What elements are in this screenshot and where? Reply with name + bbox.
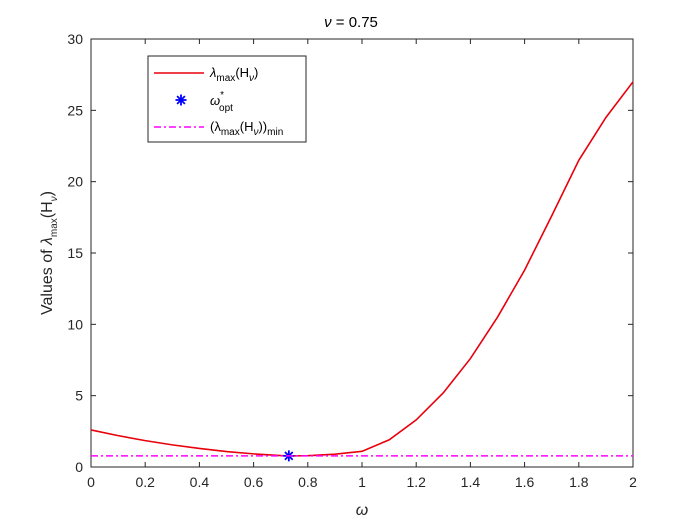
x-tick-label: 1 bbox=[358, 474, 366, 490]
x-tick-label: 1.4 bbox=[461, 474, 481, 490]
series-line-curve bbox=[90, 81, 634, 457]
x-tick-label: 1.2 bbox=[406, 474, 426, 490]
x-axis-label: ω bbox=[356, 502, 368, 519]
legend-entry-marker: ω* opt bbox=[210, 90, 233, 114]
x-tick-label: 0 bbox=[87, 474, 95, 490]
y-tick-label: 10 bbox=[67, 316, 83, 332]
legend-marker-star-stroke bbox=[176, 95, 186, 105]
legend-swatch-marker bbox=[175, 94, 187, 106]
y-label-mid: (H bbox=[39, 201, 56, 218]
legend: λmax(Hν) ω* opt (λmax(Hν))min bbox=[147, 55, 307, 143]
x-tick-label: 0.8 bbox=[298, 474, 318, 490]
x-tick-label: 0.2 bbox=[135, 474, 155, 490]
x-tick-label: 0.6 bbox=[244, 474, 264, 490]
y-axis-label: Values of λmax(Hν) bbox=[39, 191, 60, 315]
y-label-sub-max: max bbox=[49, 218, 60, 237]
chart-title: ν = 0.75 bbox=[324, 14, 378, 31]
y-tick-label: 25 bbox=[67, 102, 83, 118]
series-layer bbox=[90, 81, 634, 462]
y-label-prefix: Values of bbox=[39, 245, 56, 315]
y-label-sub-nu: ν bbox=[49, 196, 60, 201]
y-tick-label: 30 bbox=[67, 31, 83, 47]
title-value: = 0.75 bbox=[332, 14, 378, 31]
legend-entry-curve: λmax(Hν) bbox=[209, 65, 258, 84]
title-variable: ν bbox=[324, 14, 332, 31]
y-label-lambda: λ bbox=[39, 237, 56, 246]
y-tick-label: 15 bbox=[67, 245, 83, 261]
x-tick-label: 2 bbox=[629, 474, 637, 490]
y-tick-label: 20 bbox=[67, 174, 83, 190]
x-tick-label: 0.4 bbox=[190, 474, 210, 490]
y-tick-label: 0 bbox=[75, 459, 83, 475]
y-axis-ticks: 0 5 10 15 20 25 30 bbox=[67, 31, 633, 475]
x-tick-label: 1.8 bbox=[569, 474, 589, 490]
x-axis-ticks: 0 0.2 0.4 0.6 0.8 1 1.2 1.4 1.6 1.8 2 bbox=[87, 39, 637, 490]
x-tick-label: 1.6 bbox=[515, 474, 535, 490]
legend-marker-star bbox=[175, 94, 187, 106]
y-label-end: ) bbox=[39, 191, 56, 196]
y-tick-label: 5 bbox=[75, 388, 83, 404]
legend-entry-hline: (λmax(Hν))min bbox=[210, 119, 283, 138]
